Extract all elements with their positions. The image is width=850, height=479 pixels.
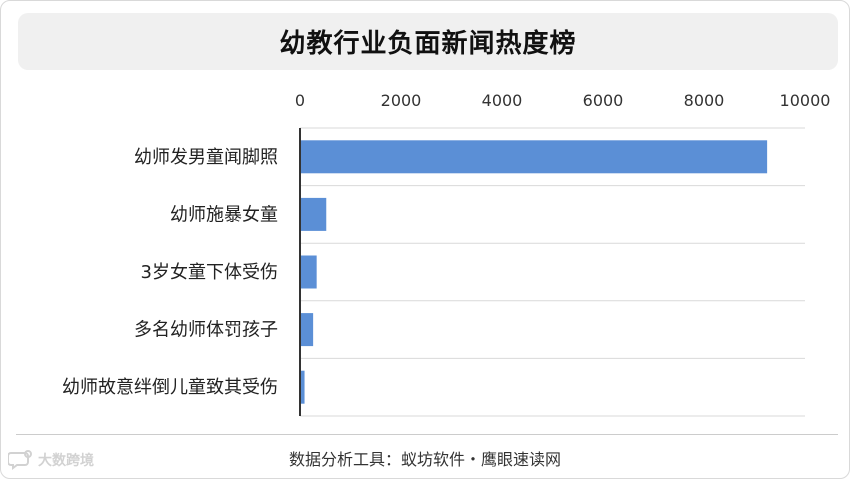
footer-divider (16, 434, 838, 435)
bar (300, 313, 314, 347)
category-label: 3岁女童下体受伤 (141, 262, 278, 283)
watermark: 大数跨境 (8, 450, 94, 470)
bar (300, 370, 305, 404)
category-label: 幼师故意绊倒儿童致其受伤 (62, 377, 278, 398)
x-tick-label: 0 (295, 91, 305, 110)
x-tick-label: 4000 (482, 91, 523, 110)
category-label: 多名幼师体罚孩子 (134, 320, 278, 341)
speech-bubble-logo-icon (8, 450, 32, 470)
category-label: 幼师发男童闻脚照 (134, 147, 278, 168)
footer-source: 数据分析工具：蚁坊软件・鹰眼速读网 (288, 450, 561, 469)
title-bar: 幼教行业负面新闻热度榜 (18, 13, 838, 70)
bar (300, 140, 768, 174)
watermark-text: 大数跨境 (38, 453, 94, 469)
x-tick-label: 10000 (780, 91, 831, 110)
bar (300, 197, 327, 231)
category-label: 幼师施暴女童 (170, 204, 278, 225)
bar (300, 255, 317, 289)
x-tick-label: 8000 (684, 91, 725, 110)
x-tick-label: 6000 (583, 91, 624, 110)
chart-title: 幼教行业负面新闻热度榜 (279, 29, 577, 59)
x-tick-label: 2000 (381, 91, 422, 110)
